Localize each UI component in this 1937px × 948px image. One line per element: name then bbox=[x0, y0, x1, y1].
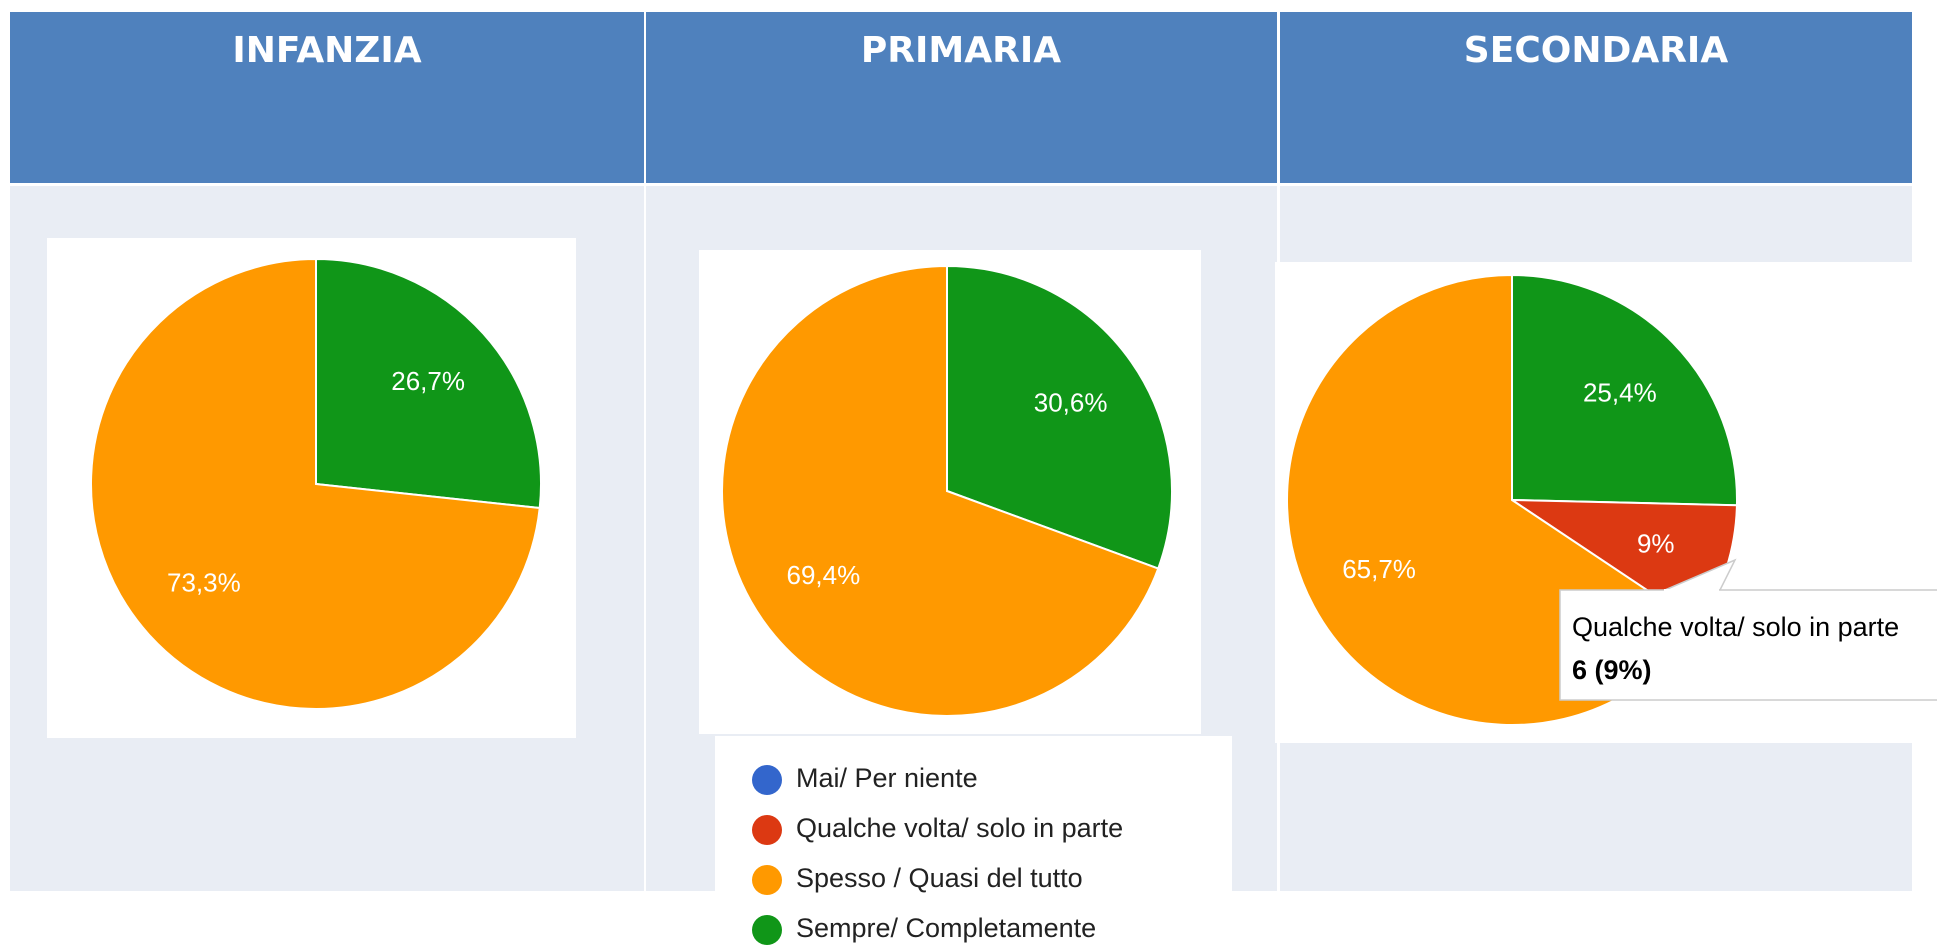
legend-label: Spesso / Quasi del tutto bbox=[796, 863, 1083, 893]
tooltip-text: 6 (9%) bbox=[1572, 655, 1652, 685]
slice-label: 30,6% bbox=[1034, 388, 1108, 418]
slice-label: 65,7% bbox=[1342, 554, 1416, 584]
chart-title: INFANZIA bbox=[232, 30, 421, 71]
pie-slice bbox=[721, 264, 1160, 717]
pie-slice bbox=[90, 257, 541, 710]
slice-label: 26,7% bbox=[391, 366, 465, 396]
chart-title: SECONDARIA bbox=[1464, 30, 1729, 71]
legend-label: Sempre/ Completamente bbox=[796, 913, 1096, 943]
pie-slice bbox=[1511, 273, 1738, 507]
legend: Mai/ Per niente Qualche volta/ solo in pa… bbox=[752, 763, 1123, 945]
legend-swatch bbox=[752, 815, 782, 845]
pie-slice bbox=[946, 264, 1173, 570]
slice-label: 69,4% bbox=[787, 560, 861, 590]
slice-label: 73,3% bbox=[167, 568, 241, 598]
chart-title: PRIMARIA bbox=[861, 30, 1061, 71]
legend-swatch bbox=[752, 915, 782, 945]
header-cell bbox=[10, 12, 644, 183]
header-cell bbox=[646, 12, 1277, 183]
tooltip-box bbox=[1559, 589, 1937, 701]
tooltip: Qualche volta/ solo in parte 6 (9%) bbox=[1559, 558, 1937, 701]
tooltip-title: Qualche volta/ solo in parte bbox=[1572, 612, 1899, 642]
legend-label: Qualche volta/ solo in parte bbox=[796, 813, 1123, 843]
pies: 26,7% 73,3% 30,6% 69,4% 25,4% 9% 65,7% bbox=[90, 257, 1738, 726]
legend-swatch bbox=[752, 765, 782, 795]
tooltip-joint bbox=[1664, 589, 1719, 592]
header-cell bbox=[1280, 12, 1912, 183]
slice-label: 25,4% bbox=[1583, 378, 1657, 408]
legend-label: Mai/ Per niente bbox=[796, 763, 978, 793]
pie-slice bbox=[315, 257, 542, 510]
slice-label: 9% bbox=[1637, 528, 1675, 558]
legend-box bbox=[715, 736, 1232, 948]
legend-swatch bbox=[752, 865, 782, 895]
